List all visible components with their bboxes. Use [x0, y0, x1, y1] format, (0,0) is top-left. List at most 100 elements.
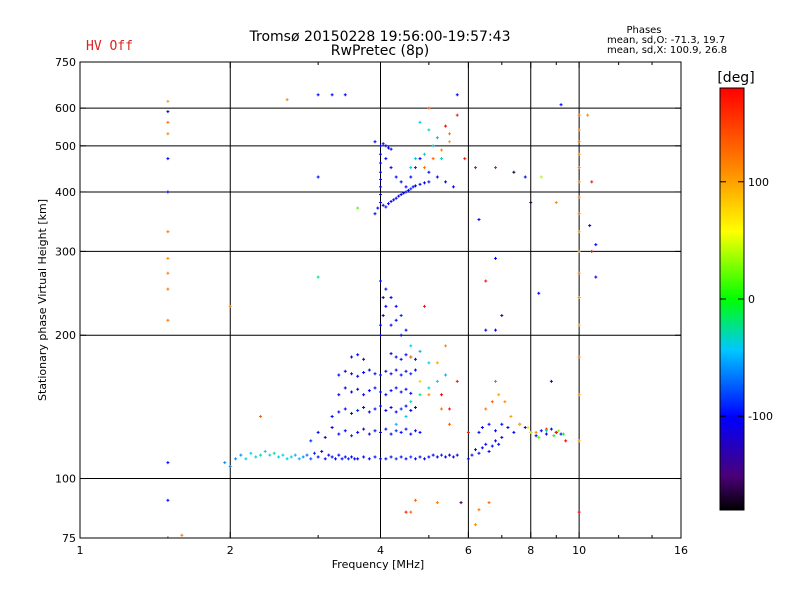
data-point [444, 124, 448, 128]
data-point [309, 439, 313, 443]
data-point [343, 407, 347, 411]
data-point [379, 193, 382, 197]
data-point [564, 439, 568, 443]
data-point [373, 455, 377, 459]
data-point [277, 455, 281, 459]
data-point [166, 271, 170, 275]
data-point [166, 461, 170, 465]
data-point [389, 406, 393, 410]
data-point [544, 432, 548, 436]
data-point [406, 188, 410, 192]
data-point [404, 510, 408, 514]
data-point [409, 510, 413, 514]
data-point [466, 457, 470, 461]
data-point [384, 304, 388, 308]
data-point [379, 279, 382, 283]
data-point [435, 379, 439, 383]
data-point [526, 425, 530, 429]
data-point [523, 175, 527, 179]
data-point [512, 430, 516, 434]
data-point [379, 404, 382, 408]
data-point [413, 166, 417, 170]
data-point [281, 453, 285, 457]
data-point [373, 386, 377, 390]
data-point [466, 430, 470, 434]
data-point [397, 194, 401, 198]
colorbar-tick-label: -100 [748, 410, 773, 423]
data-point [362, 406, 366, 410]
data-point [404, 185, 408, 189]
data-point [239, 453, 243, 457]
data-point [379, 457, 382, 461]
data-point [330, 414, 334, 418]
data-point [327, 453, 331, 457]
data-point [529, 201, 533, 205]
data-point [166, 110, 170, 114]
data-point [367, 410, 371, 414]
data-point [455, 379, 459, 383]
data-point [337, 373, 341, 377]
data-point [431, 144, 435, 148]
data-point [309, 457, 313, 461]
data-point [353, 457, 357, 461]
data-point [418, 349, 422, 353]
data-point [477, 430, 481, 434]
data-point [444, 455, 448, 459]
data-point [399, 333, 403, 337]
y-axis-label: Stationary phase Virtual Height [km] [36, 199, 49, 401]
data-point [427, 361, 431, 365]
data-point [409, 175, 413, 179]
data-point [539, 429, 543, 433]
data-point [272, 451, 276, 455]
data-point [409, 166, 413, 170]
data-point [399, 390, 403, 394]
data-point [394, 304, 398, 308]
data-point [228, 464, 232, 468]
data-point [500, 314, 504, 318]
y-tick-label: 500 [55, 140, 76, 153]
phases-heading: Phases [626, 25, 661, 36]
data-point [392, 198, 396, 202]
data-point [180, 533, 184, 537]
data-point [431, 453, 435, 457]
data-point [494, 429, 498, 433]
data-point [312, 451, 316, 455]
data-point [259, 453, 263, 457]
data-point [470, 453, 474, 457]
data-point [418, 393, 422, 397]
data-point [350, 390, 354, 394]
data-point [577, 355, 581, 359]
x-axis-ticks: 1 2 4 6 8 10 16 [77, 62, 688, 557]
data-point [379, 144, 382, 148]
data-point [539, 175, 543, 179]
data-point [444, 180, 448, 184]
data-point [404, 387, 408, 391]
y-tick-label: 750 [55, 56, 76, 69]
x-tick-label: 2 [227, 544, 234, 557]
data-point [379, 430, 382, 434]
data-point [473, 166, 477, 170]
data-point [293, 453, 297, 457]
colorbar-tick-label: 0 [748, 293, 755, 306]
data-point [559, 432, 563, 436]
data-point [455, 113, 459, 117]
data-point [323, 435, 327, 439]
data-point [490, 400, 494, 404]
data-point [440, 407, 444, 411]
data-point [440, 148, 444, 152]
data-point [399, 357, 403, 361]
data-point [594, 275, 598, 279]
data-point [350, 355, 354, 359]
data-point [316, 175, 320, 179]
data-point [389, 372, 393, 376]
colorbar-ticks: 100 0 -100 [720, 176, 773, 423]
data-point [343, 386, 347, 390]
data-point [228, 304, 232, 308]
data-point [435, 455, 439, 459]
data-point [427, 128, 431, 132]
phase-stats-o: mean, sd,O: -71.3, 19.7 [607, 35, 725, 46]
data-point [394, 368, 398, 372]
data-point [346, 457, 350, 461]
data-point [494, 256, 498, 260]
data-point [337, 432, 341, 436]
